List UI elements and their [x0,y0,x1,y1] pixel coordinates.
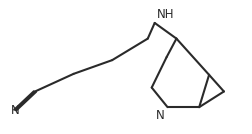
Text: N: N [11,104,20,117]
Text: N: N [156,109,164,122]
Text: NH: NH [156,8,174,21]
